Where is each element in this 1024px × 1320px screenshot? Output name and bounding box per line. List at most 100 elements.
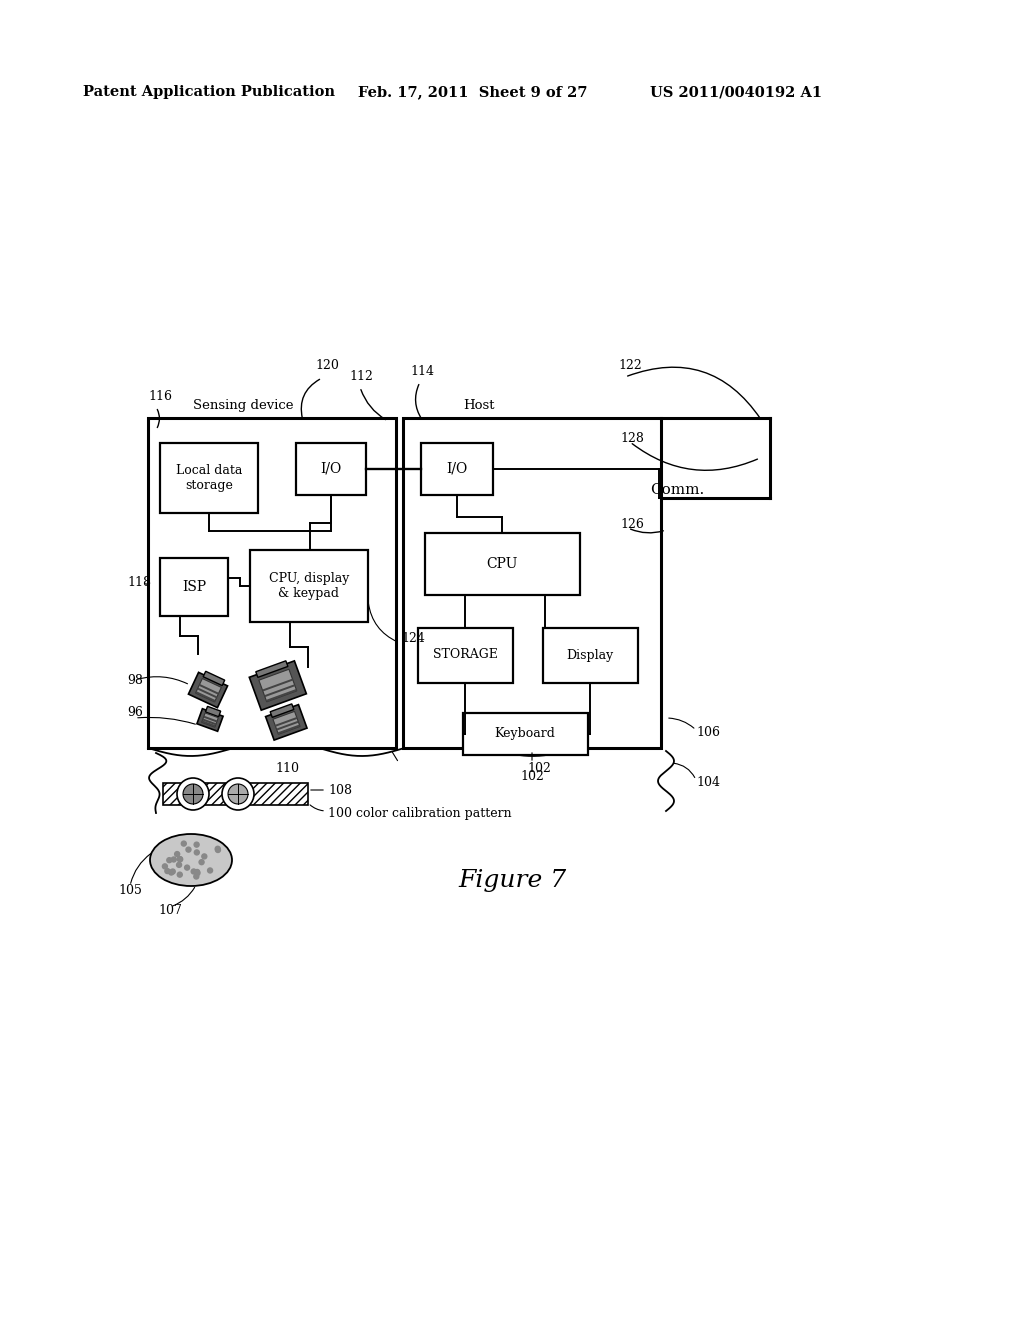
Text: STORAGE: STORAGE [432,648,498,661]
Bar [273,711,300,734]
Text: 107: 107 [158,903,182,916]
Circle shape [178,857,182,862]
Circle shape [195,850,200,855]
Bar [199,684,219,694]
Text: Patent Application Publication: Patent Application Publication [83,84,335,99]
Text: 126: 126 [620,519,644,532]
Circle shape [194,874,199,879]
Bar [204,715,217,722]
Circle shape [195,870,200,874]
Bar [203,718,216,725]
Circle shape [170,869,175,874]
Text: Figure 7: Figure 7 [458,869,566,891]
Circle shape [175,851,179,857]
Circle shape [195,842,199,847]
Text: 96: 96 [127,706,143,719]
Text: 116: 116 [148,389,172,403]
Text: 120: 120 [315,359,339,372]
Bar [463,713,588,755]
Circle shape [176,862,181,867]
Bar [198,688,217,698]
Text: CPU, display
& keypad: CPU, display & keypad [269,572,349,601]
Bar [265,705,307,741]
Text: 128: 128 [620,432,644,445]
Text: CPU: CPU [486,557,518,572]
Bar [160,444,258,513]
Bar [276,721,299,730]
Circle shape [177,873,182,878]
Text: 110: 110 [275,762,299,775]
Text: Display: Display [566,648,613,661]
Text: 124: 124 [401,631,425,644]
Bar [250,550,368,622]
Bar [203,672,224,685]
Circle shape [183,784,203,804]
Text: 106: 106 [696,726,720,739]
Circle shape [195,871,200,875]
Circle shape [191,869,197,874]
Bar [256,661,288,677]
Circle shape [208,869,213,873]
Bar [259,669,297,702]
Text: 100 color calibration pattern: 100 color calibration pattern [328,807,512,820]
Text: Comm.: Comm. [650,483,705,498]
Bar [262,678,293,692]
Text: US 2011/0040192 A1: US 2011/0040192 A1 [650,84,822,99]
Text: ISP: ISP [182,579,206,594]
Circle shape [169,870,174,875]
Text: 104: 104 [696,776,720,789]
Bar [249,661,306,710]
Circle shape [199,859,204,865]
Text: 118: 118 [127,577,151,590]
Circle shape [215,846,220,851]
Circle shape [171,857,176,862]
Bar [196,678,221,702]
Circle shape [181,841,186,846]
Text: 98: 98 [127,673,143,686]
Circle shape [202,854,207,859]
Text: 108: 108 [328,784,352,796]
Bar [202,721,215,727]
Text: I/O: I/O [321,462,342,477]
Bar [196,692,215,702]
Circle shape [186,847,191,853]
Text: 122: 122 [618,359,642,372]
Bar [163,783,308,805]
Bar [264,684,295,697]
Circle shape [177,777,209,810]
Circle shape [184,865,189,870]
Text: 105: 105 [118,883,142,896]
Bar [421,444,493,495]
Circle shape [167,858,172,863]
Ellipse shape [150,834,232,886]
Bar [197,709,223,731]
Bar [202,713,218,727]
Text: Keyboard: Keyboard [495,727,555,741]
Text: 102: 102 [520,770,544,783]
Text: I/O: I/O [446,462,468,477]
Text: 102: 102 [527,762,551,775]
Bar [148,418,396,748]
Bar [425,533,580,595]
Circle shape [215,847,220,853]
Circle shape [163,863,167,869]
Bar [160,558,228,616]
Text: Feb. 17, 2011  Sheet 9 of 27: Feb. 17, 2011 Sheet 9 of 27 [358,84,588,99]
Bar [543,628,638,682]
Bar [188,672,227,708]
Text: 112: 112 [349,370,373,383]
Bar [403,418,662,748]
Bar [278,725,300,734]
Circle shape [228,784,248,804]
Circle shape [177,857,182,862]
Text: Host: Host [463,399,495,412]
Text: Local data
storage: Local data storage [176,465,243,492]
Circle shape [165,869,170,874]
Bar [206,706,221,717]
Bar [296,444,366,495]
Circle shape [222,777,254,810]
Bar [275,717,297,727]
Bar [418,628,513,682]
Bar [270,704,294,717]
Bar [266,689,297,702]
